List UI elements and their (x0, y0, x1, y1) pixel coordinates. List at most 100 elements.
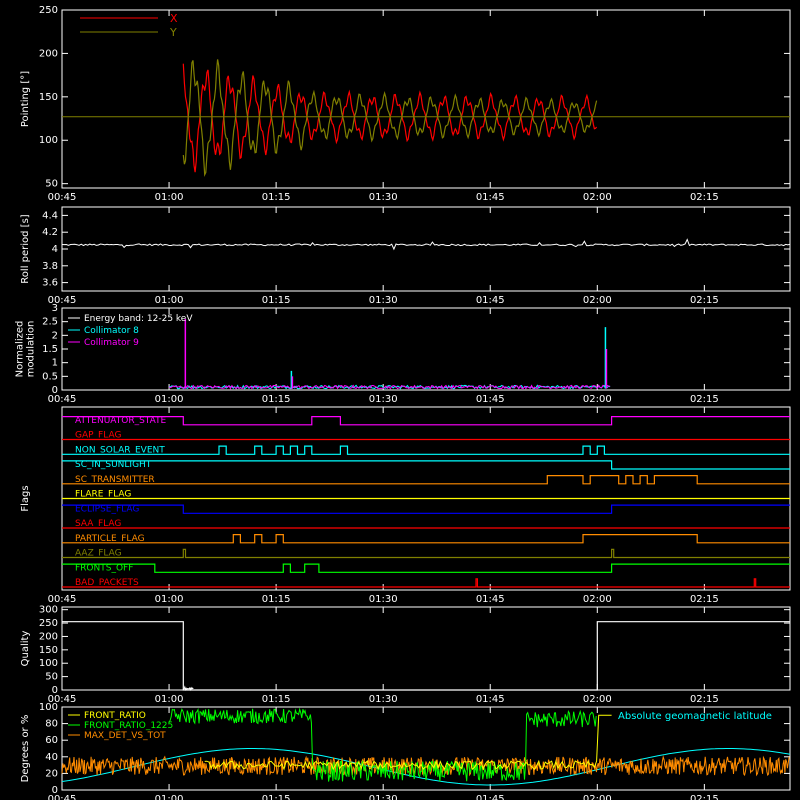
panel-4-ytick-label: 0 (52, 685, 58, 696)
flag-label-fronts_off: FRONTS_OFF (75, 563, 133, 573)
legend-front-ratio-1225: FRONT_RATIO_1225 (84, 721, 173, 731)
roll-period-series (61, 238, 791, 251)
panel-3-xtick-label: 00:45 (48, 594, 77, 605)
panel-5-ytick-label: 20 (45, 768, 58, 779)
panel-5-ytick-label: 60 (45, 735, 58, 746)
panel-2-ylabel: Normalized (15, 321, 26, 378)
front-ratio-series (204, 714, 612, 771)
panel-5-ylabel: Degrees or % (20, 715, 31, 783)
flag-line-attenuator_state (62, 416, 790, 426)
panel-3-ylabel: Flags (20, 485, 31, 511)
panel-0-ytick-label: 100 (39, 135, 58, 146)
panel-0-ytick-label: 250 (39, 5, 58, 16)
panel-1-xtick-label: 01:45 (476, 295, 505, 306)
panel-4-xtick-label: 01:15 (262, 694, 291, 705)
panel-2-xtick-label: 01:00 (155, 394, 184, 405)
quality-noise (183, 685, 194, 692)
panel-0-xtick-label: 02:15 (690, 192, 719, 203)
panel-1-xtick-label: 00:45 (48, 295, 77, 306)
panel-1-ytick-label: 3.6 (42, 278, 58, 289)
flag-label-saa_flag: SAA_FLAG (75, 519, 121, 529)
panel-1-ytick-label: 3.8 (42, 261, 58, 272)
panel-2-xtick-label: 01:30 (369, 394, 398, 405)
panel-5-ytick-label: 0 (52, 785, 58, 796)
panels-group: 00:45 01:00 01:15 01:30 01:45 02:00 02:15 00:45… (15, 5, 791, 800)
flag-line-bad_packets (62, 578, 790, 588)
panel-4-xtick-label: 00:45 (48, 694, 77, 705)
panel-2-xtick-label: 01:15 (262, 394, 291, 405)
legend-x-label: X (170, 12, 178, 25)
flag-label-particle_flag: PARTICLE_FLAG (75, 534, 145, 544)
panel-5-ytick-label: 100 (39, 702, 58, 713)
panel-0-xtick-label: 01:00 (155, 192, 184, 203)
panel-5-ytick-label: 40 (45, 752, 58, 763)
panel-5-ytick-label: 80 (45, 719, 58, 730)
flag-line-sc_in_sunlight (62, 460, 790, 470)
panel-4-ytick-label: 200 (39, 631, 58, 642)
front-ratio-1225-series (168, 707, 597, 782)
panel-1-xtick-label: 02:00 (583, 295, 612, 306)
flag-label-non_solar_event: NON_SOLAR_EVENT (75, 445, 165, 455)
panel-5-xtick-label: 02:00 (583, 794, 612, 800)
flag-label-flare_flag: FLARE_FLAG (75, 490, 131, 500)
legend-energy-band: Energy band: 12-25 keV (84, 314, 193, 324)
panel-3-xtick-label: 02:00 (583, 594, 612, 605)
panel-2-ytick-label: 2.5 (42, 317, 58, 328)
panel-0-xtick-label: 02:00 (583, 192, 612, 203)
flag-line-sc_transmitter (62, 475, 790, 485)
panel-1-ytick-label: 4.4 (42, 210, 58, 221)
flag-label-attenuator_state: ATTENUATOR_STATE (75, 416, 167, 426)
quality-series (62, 621, 790, 691)
panel-1-xtick-label: 01:30 (369, 295, 398, 306)
panel-2-xtick-label: 00:45 (48, 394, 77, 405)
panel-2-ytick-label: 1 (52, 358, 58, 369)
panel-2-ylabel: modulation (26, 321, 37, 378)
panel-2-ytick-label: 1.5 (42, 344, 58, 355)
panel-5-xtick-label: 02:15 (690, 794, 719, 800)
panel-1-xtick-label: 01:00 (155, 295, 184, 306)
panel-0-frame (61, 9, 791, 189)
modulation-noise-cyan (168, 384, 611, 390)
flag-label-eclipse_flag: ECLIPSE_FLAG (75, 504, 139, 514)
panel-1-ytick-label: 4 (52, 244, 58, 255)
panel-0-xtick-label: 01:30 (369, 192, 398, 203)
legend-collimator-9: Collimator 9 (84, 338, 139, 348)
flag-label-sc_in_sunlight: SC_IN_SUNLIGHT (75, 460, 152, 470)
panel-0-xtick-label: 01:15 (262, 192, 291, 203)
panel-0-xtick-label: 01:45 (476, 192, 505, 203)
legend-front-ratio: FRONT_RATIO (84, 711, 146, 721)
panel-0-ylabel: Pointing [°] (20, 71, 31, 127)
panel-4-ytick-label: 100 (39, 658, 58, 669)
panel-4-xtick-label: 01:00 (155, 694, 184, 705)
panel-3-xtick-label: 01:45 (476, 594, 505, 605)
panel-0-ytick-label: 150 (39, 92, 58, 103)
panel-2-ytick-label: 0.5 (42, 371, 58, 382)
panel-3-xtick-label: 01:00 (155, 594, 184, 605)
panel-0-xtick-label: 00:45 (48, 192, 77, 203)
legend-geomagnetic-latitude: Absolute geomagnetic latitude (618, 711, 772, 722)
pointing-series-y (182, 59, 598, 177)
panel-3-xtick-label: 01:30 (369, 594, 398, 605)
panel-2-xtick-label: 02:15 (690, 394, 719, 405)
panel-1-ylabel: Roll period [s] (20, 214, 31, 283)
flag-label-sc_transmitter: SC_TRANSMITTER (75, 475, 155, 485)
panel-2-xtick-label: 01:45 (476, 394, 505, 405)
panel-5-frame (61, 706, 791, 791)
legend-collimator-8: Collimator 8 (84, 326, 139, 336)
panel-1-xtick-label: 02:15 (690, 295, 719, 306)
panel-5-xtick-label: 01:00 (155, 794, 184, 800)
panel-1-xtick-label: 01:15 (262, 295, 291, 306)
flag-line-particle_flag (62, 534, 790, 544)
panel-4-ytick-label: 50 (45, 672, 58, 683)
panel-0-ytick-label: 50 (45, 179, 58, 190)
max-det-vs-tot-series (61, 755, 790, 777)
panel-2-ytick-label: 3 (52, 303, 58, 314)
panel-4-xtick-label: 02:15 (690, 694, 719, 705)
panel-4-xtick-label: 01:45 (476, 694, 505, 705)
panel-4-xtick-label: 02:00 (583, 694, 612, 705)
panel-3-xtick-label: 02:15 (690, 594, 719, 605)
panel-2-ytick-label: 2 (52, 330, 58, 341)
panel-0-ytick-label: 200 (39, 48, 58, 59)
